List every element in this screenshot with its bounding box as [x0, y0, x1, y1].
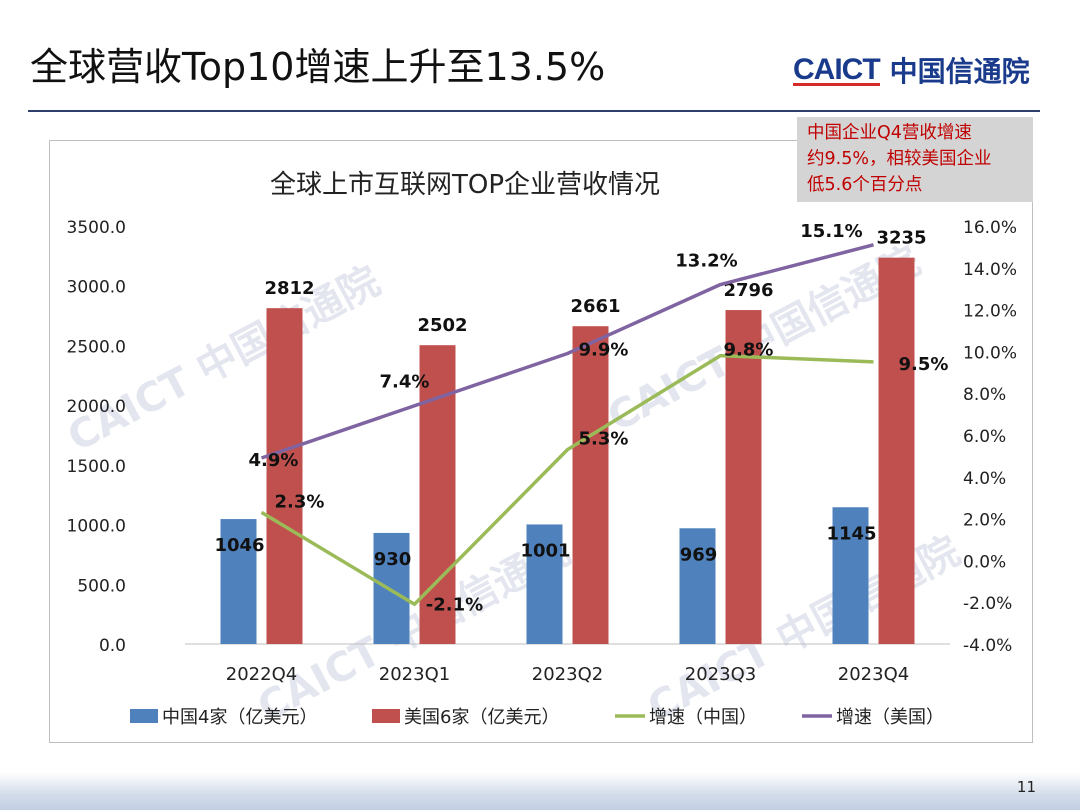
y2-tick-label: 4.0%: [963, 469, 1006, 489]
logo-text-en: CAICT: [793, 53, 881, 86]
callout-line-3: 低5.6个百分点: [807, 175, 923, 195]
callout-line-1: 中国企业Q4营收增速: [807, 123, 972, 143]
y-tick-label: 2500.0: [67, 337, 126, 357]
bar-china: [679, 528, 716, 644]
line-china-label: 9.5%: [899, 354, 949, 375]
line-us-label: 9.9%: [579, 339, 629, 360]
x-tick-label: 2023Q2: [532, 664, 603, 685]
bar-china: [220, 519, 257, 644]
line-china-label: 2.3%: [275, 491, 325, 512]
chart-title: 全球上市互联网TOP企业营收情况: [270, 170, 660, 200]
y-tick-label: 500.0: [77, 576, 126, 596]
x-tick-label: 2023Q1: [379, 664, 450, 685]
bar-us-label: 2502: [417, 315, 467, 336]
legend-swatch: [372, 709, 400, 723]
y2-tick-label: -4.0%: [963, 636, 1012, 656]
bar-china: [832, 507, 869, 644]
y2-tick-label: -2.0%: [963, 594, 1012, 614]
bar-china-label: 1001: [520, 540, 570, 561]
chart-frame: CAICT 中国信通院 CAICT 中国信通院 CAICT 中国信通院 CAICT 中…: [49, 140, 1033, 743]
legend-label: 美国6家（亿美元）: [404, 707, 559, 728]
y2-tick-label: 0.0%: [963, 552, 1006, 572]
bar-us: [266, 308, 303, 644]
y-tick-label: 1500.0: [67, 457, 126, 477]
bar-us-label: 3235: [876, 228, 926, 249]
legend-swatch: [130, 709, 158, 723]
bar-us: [878, 257, 915, 644]
x-tick-label: 2022Q4: [226, 664, 297, 685]
callout-line-2: 约9.5%，相较美国企业: [807, 149, 992, 169]
line-us-growth: [260, 243, 874, 460]
bar-china-label: 969: [680, 544, 718, 565]
y2-tick-label: 14.0%: [963, 260, 1017, 280]
legend-label: 增速（美国）: [836, 707, 944, 728]
y2-tick-label: 12.0%: [963, 302, 1017, 322]
y2-tick-label: 8.0%: [963, 385, 1006, 405]
bar-china: [526, 524, 563, 644]
x-tick-label: 2023Q4: [838, 664, 909, 685]
x-tick-label: 2023Q3: [685, 664, 756, 685]
y-tick-label: 1000.0: [67, 517, 126, 537]
page-number: 11: [1016, 778, 1036, 796]
line-us-label: 15.1%: [800, 221, 862, 242]
y-tick-label: 2000.0: [67, 397, 126, 417]
page-title: 全球营收Top10增速上升至13.5%: [30, 45, 606, 89]
legend-label: 中国4家（亿美元）: [162, 707, 317, 728]
line-china-growth: [260, 353, 874, 607]
y2-tick-label: 6.0%: [963, 427, 1006, 447]
bar-us: [572, 326, 609, 644]
y2-tick-label: 2.0%: [963, 511, 1006, 531]
bar-us-label: 2661: [570, 296, 620, 317]
logo-text-cn: 中国信通院: [889, 55, 1030, 88]
y-tick-label: 3000.0: [67, 278, 126, 298]
bar-us-label: 2812: [264, 278, 314, 299]
bar-us-label: 2796: [723, 280, 773, 301]
bar-china-label: 1046: [214, 535, 264, 556]
y-tick-label: 3500.0: [67, 218, 126, 238]
caict-logo: CAICT 中国信通院: [793, 50, 1030, 90]
bar-china-label: 930: [374, 549, 412, 570]
y2-tick-label: 10.0%: [963, 343, 1017, 363]
line-us-label: 4.9%: [249, 450, 299, 471]
callout-box: 中国企业Q4营收增速 约9.5%，相较美国企业 低5.6个百分点: [797, 117, 1033, 202]
legend-label: 增速（中国）: [649, 707, 757, 728]
line-us-label: 7.4%: [380, 372, 430, 393]
line-china-label: 5.3%: [579, 429, 629, 450]
footer-band: [0, 772, 1080, 810]
y2-tick-label: 16.0%: [963, 218, 1017, 238]
line-china-label: 9.8%: [724, 340, 774, 361]
y-tick-label: 0.0: [99, 636, 126, 656]
bar-china-label: 1145: [826, 523, 876, 544]
title-divider: [28, 110, 1040, 112]
line-china-label: -2.1%: [426, 594, 483, 615]
bar-us: [725, 310, 762, 644]
line-us-label: 13.2%: [675, 251, 737, 272]
